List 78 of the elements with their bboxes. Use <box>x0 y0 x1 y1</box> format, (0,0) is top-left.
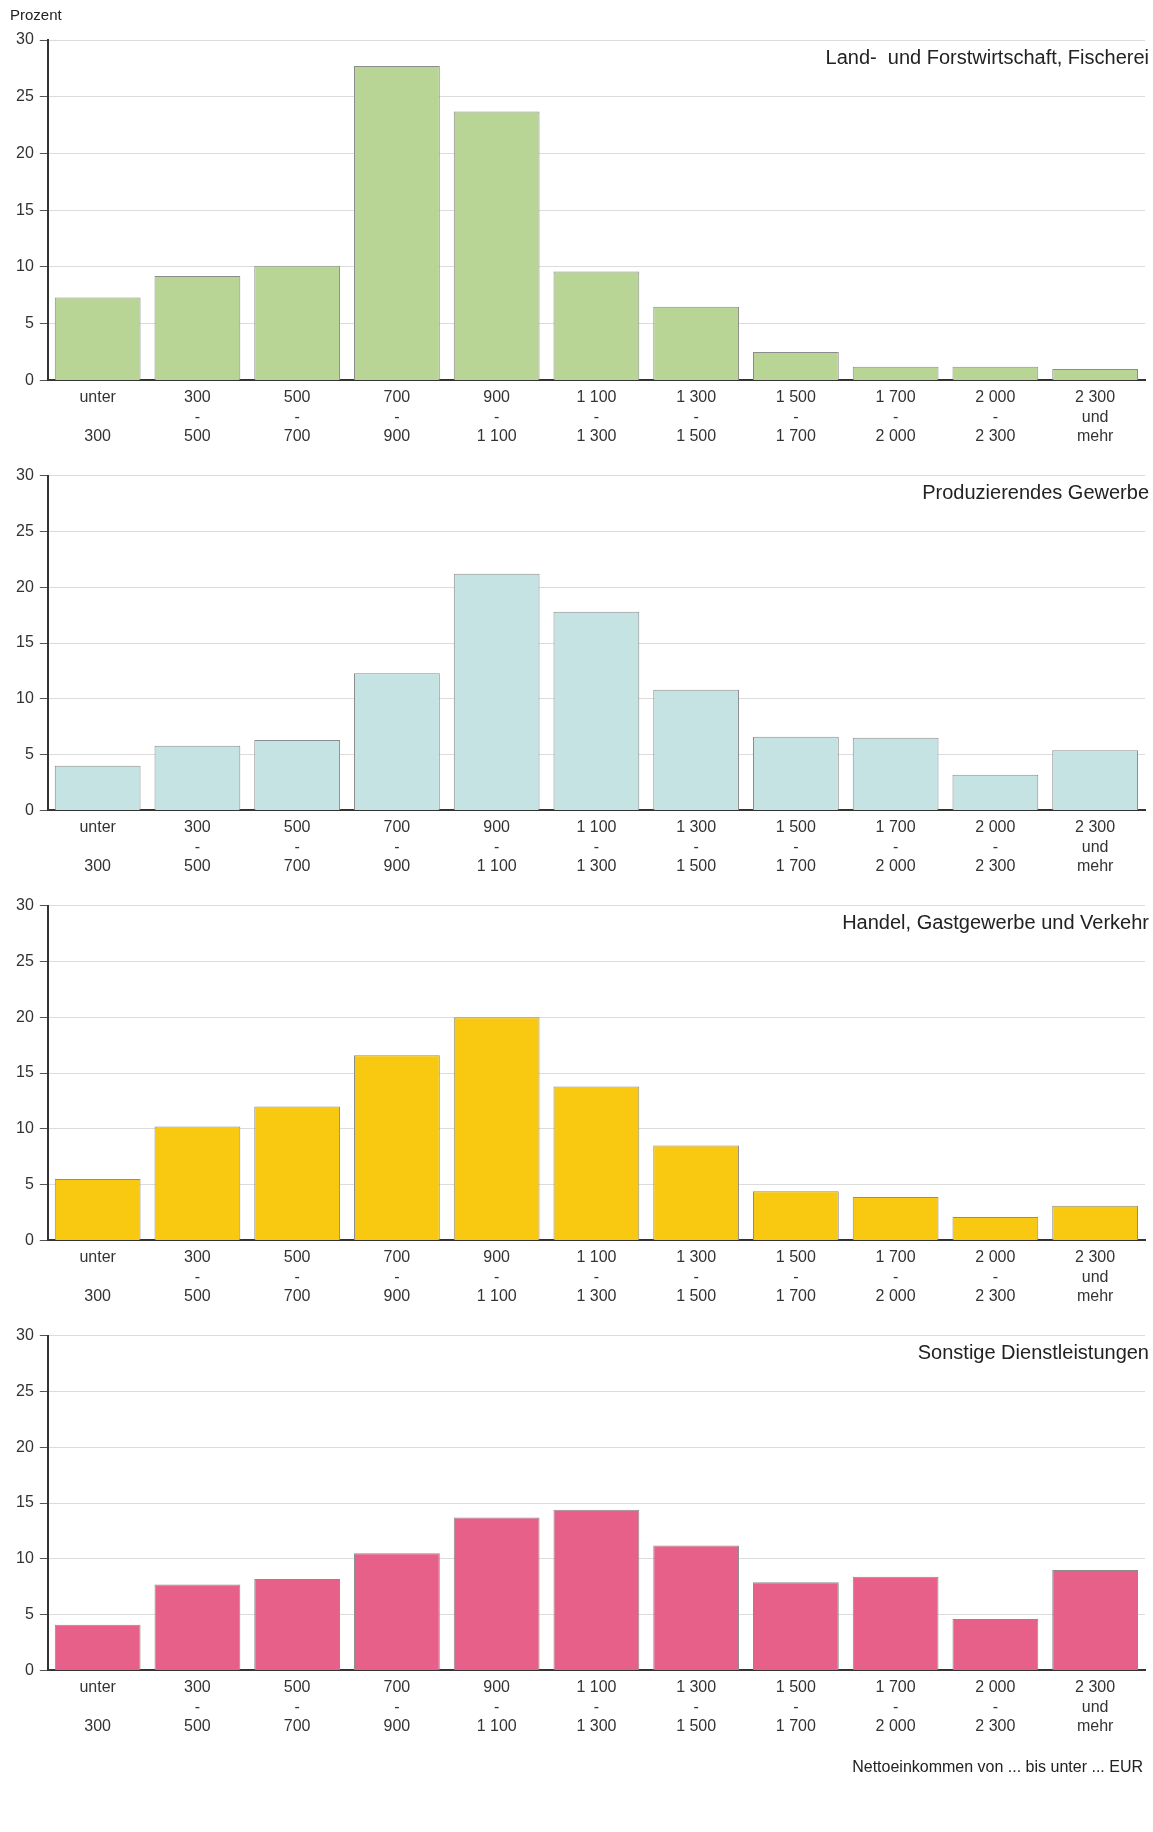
x-tick-label: 300 - 500 <box>184 1678 211 1734</box>
x-tick-label: 300 - 500 <box>184 388 211 444</box>
x-tick-label: 1 300 - 1 500 <box>676 1248 717 1304</box>
category-label: unter 300 <box>79 388 116 444</box>
y-tick-label: 10 <box>16 1119 34 1137</box>
x-tick-label: 1 500 - 1 700 <box>775 1678 817 1734</box>
category-label: unter 300 <box>79 1248 116 1304</box>
x-tick-label: 1 500 - 1 700 <box>775 818 817 874</box>
x-tick-label: 1 100 - 1 300 <box>576 818 617 874</box>
y-tick-label: 10 <box>16 257 34 275</box>
y-tick-label: 25 <box>16 1381 34 1399</box>
x-tick-label: 1 100 - 1 300 <box>576 1678 617 1734</box>
x-tick-label: 1 100 - 1 300 <box>576 1248 617 1304</box>
x-tick-label: 2 000 - 2 300 <box>975 1678 1016 1734</box>
y-tick-label: 20 <box>16 143 34 161</box>
x-tick-label: 900 - 1 100 <box>476 388 517 444</box>
y-tick-label: 20 <box>16 1007 34 1025</box>
x-tick-label: 500 - 700 <box>283 1678 311 1734</box>
x-tick-label: 700 - 900 <box>383 1678 411 1734</box>
y-axis-title: Prozent <box>10 5 63 23</box>
y-tick-label: 15 <box>16 1063 34 1081</box>
x-tick-label: 900 - 1 100 <box>476 818 517 874</box>
y-tick-label: 10 <box>16 1549 34 1567</box>
x-tick-label: 1 300 - 1 500 <box>676 1678 717 1734</box>
x-tick-label: 1 500 - 1 700 <box>775 388 817 444</box>
category-label: unter 300 <box>79 818 116 874</box>
y-tick-label: 15 <box>16 200 34 218</box>
y-tick-label: 0 <box>24 1660 34 1678</box>
x-tick-label: 700 - 900 <box>383 818 411 874</box>
y-tick-label: 0 <box>24 370 34 388</box>
x-tick-label: 1 700 - 2 000 <box>875 388 916 444</box>
x-tick-label: 2 300 und mehr <box>1075 818 1116 874</box>
y-tick-label: 25 <box>16 951 34 969</box>
x-tick-label: 900 - 1 100 <box>476 1678 517 1734</box>
x-tick-label: 300 - 500 <box>184 818 211 874</box>
y-tick-label: 5 <box>24 1605 34 1623</box>
y-tick-label: 5 <box>24 745 34 763</box>
y-tick-label: 15 <box>16 1493 34 1511</box>
y-tick-label: 25 <box>16 87 34 105</box>
y-tick-label: 30 <box>16 466 34 484</box>
y-tick-label: 5 <box>24 314 34 332</box>
x-tick-label: 500 - 700 <box>283 1248 311 1304</box>
y-tick-label: 10 <box>16 689 34 707</box>
x-tick-label: 500 - 700 <box>283 388 311 444</box>
x-tick-label: 2 300 und mehr <box>1075 1678 1116 1734</box>
x-tick-label: 1 300 - 1 500 <box>676 818 717 874</box>
y-tick-label: 20 <box>16 1437 34 1455</box>
x-tick-label: 300 - 500 <box>184 1248 211 1304</box>
y-tick-label: 30 <box>16 30 34 48</box>
category-label: unter 300 <box>79 1678 116 1734</box>
x-tick-label: 2 000 - 2 300 <box>975 388 1016 444</box>
y-tick-label: 0 <box>24 1230 34 1248</box>
y-tick-label: 25 <box>16 521 34 539</box>
x-tick-label: 1 700 - 2 000 <box>875 1248 916 1304</box>
x-tick-label: 500 - 700 <box>283 818 311 874</box>
y-tick-label: 15 <box>16 633 34 651</box>
chart-title: Produzierendes Gewerbe <box>922 481 1149 504</box>
chart-title: Land- und Forstwirtschaft, Fischerei <box>825 45 1149 68</box>
x-tick-label: 1 500 - 1 700 <box>775 1248 817 1304</box>
chart-title: Handel, Gastgewerbe und Verkehr <box>842 911 1150 934</box>
x-tick-label: 1 300 - 1 500 <box>676 388 717 444</box>
x-tick-label: 1 100 - 1 300 <box>576 388 617 444</box>
y-tick-label: 30 <box>16 1326 34 1344</box>
x-tick-label: 2 000 - 2 300 <box>975 818 1016 874</box>
x-tick-label: 1 700 - 2 000 <box>875 1678 916 1734</box>
y-tick-label: 30 <box>16 896 34 914</box>
y-tick-label: 5 <box>24 1175 34 1193</box>
x-tick-label: 700 - 900 <box>383 1248 411 1304</box>
chart-title: Sonstige Dienstleistungen <box>917 1341 1149 1364</box>
y-tick-label: 0 <box>24 800 34 818</box>
x-tick-label: 900 - 1 100 <box>476 1248 517 1304</box>
x-axis-title: Nettoeinkommen von ... bis unter ... EUR <box>852 1758 1143 1776</box>
x-tick-label: 2 300 und mehr <box>1075 1248 1116 1304</box>
x-tick-label: 1 700 - 2 000 <box>875 818 916 874</box>
x-tick-label: 700 - 900 <box>383 388 411 444</box>
y-tick-label: 20 <box>16 577 34 595</box>
x-tick-label: 2 000 - 2 300 <box>975 1248 1016 1304</box>
x-tick-label: 2 300 und mehr <box>1075 388 1116 444</box>
